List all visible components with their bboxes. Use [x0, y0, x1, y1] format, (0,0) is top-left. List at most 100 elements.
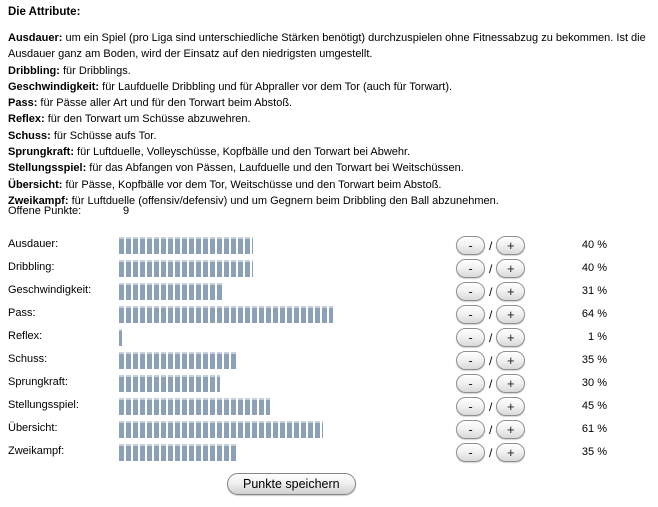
decrease-button[interactable]: -: [456, 259, 485, 278]
attribute-description: Reflex: für den Torwart um Schüsse abzuw…: [8, 113, 251, 126]
attribute-row: Zweikampf: - / + 35 %: [0, 441, 658, 464]
stepper-separator: /: [489, 353, 493, 368]
decrease-button[interactable]: -: [456, 374, 485, 393]
attribute-label: Geschwindigkeit:: [8, 284, 92, 296]
stepper-buttons: - / +: [456, 443, 526, 462]
decrease-button[interactable]: -: [456, 236, 485, 255]
decrease-button[interactable]: -: [456, 397, 485, 416]
stepper-separator: /: [489, 422, 493, 437]
stepper-buttons: - / +: [456, 420, 526, 439]
increase-button[interactable]: +: [496, 236, 526, 255]
attribute-percent: 40 %: [581, 239, 607, 251]
attribute-description: Ausdauer: um ein Spiel (pro Liga sind un…: [8, 32, 646, 61]
attribute-label: Pass:: [8, 307, 36, 319]
stepper-buttons: - / +: [456, 351, 526, 370]
attribute-bar: [119, 421, 324, 438]
decrease-button[interactable]: -: [456, 305, 485, 324]
attribute-label: Zweikampf:: [8, 445, 65, 457]
increase-button[interactable]: +: [496, 351, 526, 370]
stepper-buttons: - / +: [456, 236, 526, 255]
attribute-term: Übersicht:: [8, 178, 63, 191]
attribute-description: Geschwindigkeit: für Laufduelle Dribblin…: [8, 80, 453, 93]
stepper-separator: /: [489, 284, 493, 299]
attribute-row: Schuss: - / + 35 %: [0, 349, 658, 372]
attribute-description: Sprungkraft: für Luftduelle, Volleyschüs…: [8, 146, 411, 159]
stepper-buttons: - / +: [456, 282, 526, 301]
attribute-percent: 45 %: [581, 400, 607, 412]
attribute-term: Geschwindigkeit:: [8, 80, 100, 93]
stepper-buttons: - / +: [456, 305, 526, 324]
attribute-row: Pass: - / + 64 %: [0, 303, 658, 326]
attribute-description: Dribbling: für Dribblings.: [8, 64, 131, 77]
increase-button[interactable]: +: [496, 443, 526, 462]
attribute-percent: 30 %: [581, 377, 607, 389]
stepper-separator: /: [489, 307, 493, 322]
attribute-term: Schuss:: [8, 129, 51, 142]
attribute-bar: [119, 237, 253, 254]
attribute-label: Dribbling:: [8, 261, 55, 273]
attribute-row: Reflex: - / + 1 %: [0, 326, 658, 349]
decrease-button[interactable]: -: [456, 443, 485, 462]
open-points-value: 9: [123, 205, 130, 217]
attribute-term: Reflex:: [8, 113, 45, 126]
increase-button[interactable]: +: [496, 305, 526, 324]
attribute-term: Sprungkraft:: [8, 146, 74, 159]
stepper-buttons: - / +: [456, 397, 526, 416]
stepper-separator: /: [489, 399, 493, 414]
attribute-description: Pass: für Pässe aller Art und für den To…: [8, 97, 293, 110]
page-title: Die Attribute:: [8, 6, 81, 18]
attribute-term: Ausdauer:: [8, 32, 63, 44]
attribute-percent: 35 %: [581, 446, 607, 458]
save-points-button[interactable]: Punkte speichern: [227, 473, 356, 495]
increase-button[interactable]: +: [496, 397, 526, 416]
stepper-buttons: - / +: [456, 259, 526, 278]
stepper-separator: /: [489, 445, 493, 460]
attribute-rows: Ausdauer: - / + 40 % Dribbling: - / + 40…: [0, 234, 658, 464]
attribute-percent: 61 %: [581, 423, 607, 435]
attribute-bar: [119, 260, 253, 277]
open-points-row: Offene Punkte: 9: [0, 205, 658, 221]
attribute-label: Übersicht:: [8, 422, 58, 434]
stepper-separator: /: [489, 238, 493, 253]
increase-button[interactable]: +: [496, 282, 526, 301]
attribute-row: Ausdauer: - / + 40 %: [0, 234, 658, 257]
attribute-description: Zweikampf: für Luftduelle (offensiv/defe…: [8, 194, 499, 207]
attribute-label: Schuss:: [8, 353, 48, 365]
attribute-percent: 64 %: [581, 308, 607, 320]
stepper-separator: /: [489, 330, 493, 345]
increase-button[interactable]: +: [496, 328, 526, 347]
increase-button[interactable]: +: [496, 374, 526, 393]
decrease-button[interactable]: -: [456, 351, 485, 370]
decrease-button[interactable]: -: [456, 282, 485, 301]
attribute-description: Übersicht: für Pässe, Kopfbälle vor dem …: [8, 178, 442, 191]
attribute-percent: 40 %: [581, 262, 607, 274]
attribute-bar: [119, 352, 237, 369]
attribute-descriptions: Ausdauer: um ein Spiel (pro Liga sind un…: [8, 30, 650, 209]
attribute-bar: [119, 283, 223, 300]
attribute-percent: 1 %: [588, 331, 607, 343]
attribute-term: Dribbling:: [8, 64, 60, 77]
increase-button[interactable]: +: [496, 420, 526, 439]
attribute-bar: [119, 329, 123, 346]
attribute-row: Stellungsspiel: - / + 45 %: [0, 395, 658, 418]
stepper-buttons: - / +: [456, 328, 526, 347]
attribute-description: Stellungsspiel: für das Abfangen von Päs…: [8, 162, 464, 175]
attribute-term: Zweikampf:: [8, 194, 69, 207]
stepper-separator: /: [489, 376, 493, 391]
attribute-label: Stellungsspiel:: [8, 399, 79, 411]
stepper-separator: /: [489, 261, 493, 276]
attribute-row: Sprungkraft: - / + 30 %: [0, 372, 658, 395]
attribute-bar: [119, 306, 334, 323]
decrease-button[interactable]: -: [456, 420, 485, 439]
attribute-bar: [119, 398, 270, 415]
increase-button[interactable]: +: [496, 259, 526, 278]
decrease-button[interactable]: -: [456, 328, 485, 347]
open-points-label: Offene Punkte:: [8, 205, 82, 217]
attribute-label: Sprungkraft:: [8, 376, 68, 388]
attribute-bar: [119, 375, 220, 392]
save-row: Punkte speichern: [227, 473, 356, 495]
attribute-label: Reflex:: [8, 330, 43, 342]
attribute-label: Ausdauer:: [8, 238, 59, 250]
attribute-row: Dribbling: - / + 40 %: [0, 257, 658, 280]
